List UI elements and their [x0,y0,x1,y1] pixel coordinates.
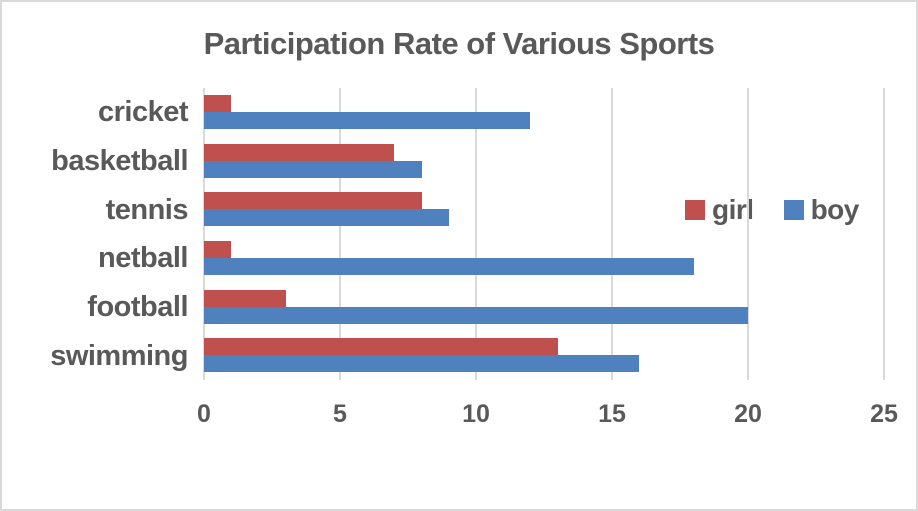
category-label-cricket: cricket [97,96,189,129]
category-label-football: football [87,291,188,323]
gridline-20 [747,88,749,380]
bar-girl-netball [204,241,232,258]
gridline-15 [611,88,613,380]
gridline-25 [883,88,885,380]
gridline-5 [339,88,341,380]
x-tick-label-15: 15 [598,400,626,428]
boy-series-swatch-icon [783,200,804,220]
bar-boy-football [204,306,748,324]
category-label-tennis: tennis [105,193,189,226]
legend-item-girl: girl [685,196,754,224]
x-tick-label-20: 20 [734,400,762,428]
bar-girl-swimming [204,338,558,356]
category-label-swimming: swimming [50,339,188,372]
bar-boy-tennis [204,209,449,227]
bar-boy-swimming [204,355,640,373]
legend-item-boy: boy [783,194,860,225]
x-tick-label-25: 25 [870,400,898,428]
bar-girl-football [204,289,286,307]
chart-title: Participation Rate of Various Sports [203,26,715,61]
legend-label-boy: boy [810,194,860,225]
x-tick-label-5: 5 [333,400,347,428]
bar-boy-basketball [204,160,422,178]
bar-girl-tennis [204,192,422,210]
bar-boy-cricket [204,112,531,129]
bar-boy-netball [204,258,694,275]
x-tick-label-0: 0 [197,400,211,428]
category-label-netball: netball [98,242,188,275]
bar-girl-basketball [204,143,395,161]
gridline-10 [475,88,477,380]
category-label-basketball: basketball [51,145,188,177]
gridline-0 [203,88,205,380]
x-tick-label-10: 10 [462,400,490,428]
girl-series-swatch-icon [685,200,705,220]
bar-girl-cricket [204,95,232,112]
legend: girl boy [685,196,859,224]
